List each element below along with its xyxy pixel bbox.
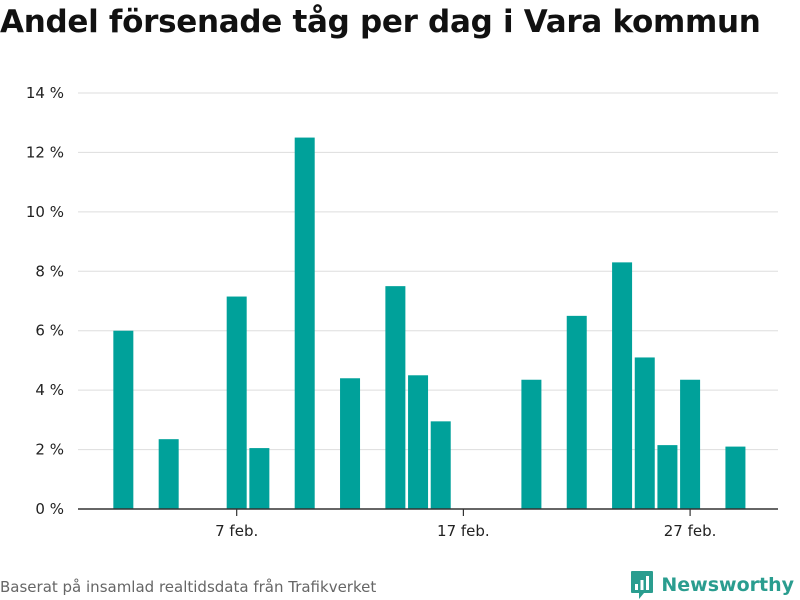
bar: [634, 357, 655, 509]
bar: [385, 286, 406, 509]
bar: [158, 439, 179, 509]
x-tick-label: 17 feb.: [437, 522, 490, 540]
bar: [566, 315, 587, 509]
y-tick-label: 12 %: [26, 143, 64, 161]
newsworthy-logo-icon: [631, 571, 654, 599]
bar: [226, 296, 247, 509]
y-tick-label: 8 %: [35, 262, 64, 280]
bar: [725, 446, 746, 509]
chart-title: Andel försenade tåg per dag i Vara kommu…: [0, 4, 761, 40]
y-tick-label: 0 %: [35, 500, 64, 518]
bar: [113, 330, 134, 509]
brand-name: Newsworthy: [661, 574, 794, 596]
y-tick-label: 14 %: [26, 84, 64, 102]
y-tick-label: 4 %: [35, 381, 64, 399]
bar: [294, 137, 315, 510]
bar: [612, 262, 633, 509]
bars: [113, 137, 746, 510]
source-note: Baserat på insamlad realtidsdata från Tr…: [0, 578, 377, 596]
bar: [340, 378, 361, 509]
bar: [680, 379, 701, 509]
y-tick-label: 10 %: [26, 203, 64, 221]
bar: [430, 421, 451, 509]
bar: [521, 379, 542, 509]
x-axis-ticks: 7 feb. 17 feb. 27 feb.: [215, 509, 716, 540]
brand-logo[interactable]: Newsworthy: [630, 570, 794, 600]
y-tick-label: 6 %: [35, 322, 64, 340]
x-tick-label: 7 feb.: [215, 522, 258, 540]
bar: [249, 448, 270, 509]
y-axis-ticks: 0 % 2 % 4 % 6 % 8 % 10 % 12 % 14 %: [26, 84, 64, 518]
y-tick-label: 2 %: [35, 441, 64, 459]
x-tick-label: 27 feb.: [664, 522, 717, 540]
bar: [408, 375, 429, 509]
bar: [657, 445, 678, 509]
